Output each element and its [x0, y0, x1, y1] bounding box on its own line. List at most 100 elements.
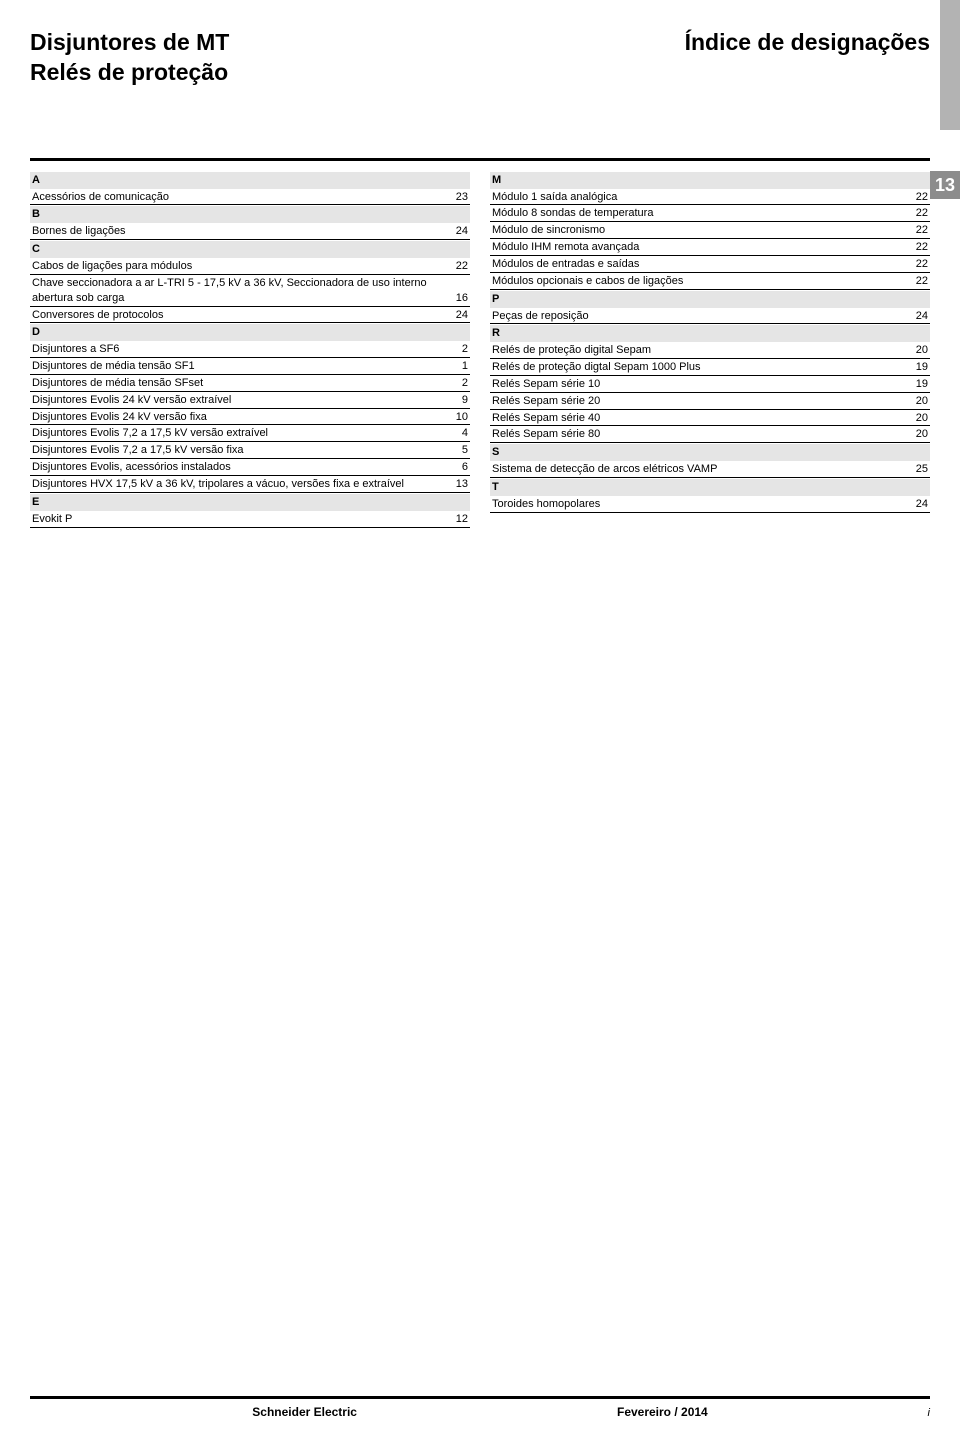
index-entry-label: Toroides homopolares	[492, 497, 908, 512]
index-entry: Disjuntores de média tensão SF1 1	[30, 358, 470, 375]
index-entry-label: Relés Sepam série 20	[492, 394, 908, 409]
title-right: Índice de designações	[685, 28, 930, 58]
index-entry: Disjuntores Evolis 24 kV versão fixa 10	[30, 409, 470, 426]
index-entry-page: 20	[916, 343, 928, 358]
index-entry-page: 22	[916, 257, 928, 272]
index-column-left: AAcessórios de comunicação23BBornes de l…	[30, 171, 470, 1396]
index-entry-page: 12	[456, 512, 468, 527]
index-entry: Módulo IHM remota avançada 22	[490, 239, 930, 256]
index-entry-label: Sistema de detecção de arcos elétricos V…	[492, 462, 908, 477]
index-entry-label: Disjuntores HVX 17,5 kV a 36 kV, tripola…	[32, 477, 448, 492]
index-entry: Acessórios de comunicação23	[30, 189, 470, 206]
index-entry-label: Bornes de ligações	[32, 224, 448, 239]
index-entry: Módulo 1 saída analógica 22	[490, 189, 930, 206]
index-entry-label: Disjuntores Evolis 7,2 a 17,5 kV versão …	[32, 426, 454, 441]
index-entry-page: 16	[456, 291, 468, 306]
index-entry: Chave seccionadora a ar L-TRI 5 - 17,5 k…	[30, 275, 470, 307]
index-entry-label: Módulos opcionais e cabos de ligações	[492, 274, 908, 289]
index-entry: Módulo de sincronismo 22	[490, 222, 930, 239]
index-entry-page: 4	[462, 426, 468, 441]
index-group-header: S	[490, 444, 930, 461]
index-entry-page: 22	[916, 240, 928, 255]
index-column-right: MMódulo 1 saída analógica22Módulo 8 sond…	[490, 171, 930, 1396]
index-entry-page: 6	[462, 460, 468, 475]
index-entry-label: Disjuntores de média tensão SF1	[32, 359, 454, 374]
index-group-header: M	[490, 172, 930, 189]
index-entry-page: 22	[456, 259, 468, 274]
title-line-2: Relés de proteção	[30, 58, 229, 88]
footer-brand: Schneider Electric	[252, 1405, 357, 1419]
index-entry-page: 24	[456, 224, 468, 239]
index-entry: Disjuntores HVX 17,5 kV a 36 kV, tripola…	[30, 476, 470, 493]
index-entry-label: Módulo de sincronismo	[492, 223, 908, 238]
index-entry-label: Módulos de entradas e saídas	[492, 257, 908, 272]
index-entry-label: Relés de proteção digtal Sepam 1000 Plus	[492, 360, 908, 375]
index-entry: Bornes de ligações 24	[30, 223, 470, 240]
index-entry-page: 10	[456, 410, 468, 425]
index-entry: Disjuntores Evolis, acessórios instalado…	[30, 459, 470, 476]
index-entry-page: 24	[916, 497, 928, 512]
title-left: Disjuntores de MT Relés de proteção	[30, 28, 229, 88]
top-edge-tab	[940, 0, 960, 130]
index-entry: Relés Sepam série 8020	[490, 426, 930, 443]
side-tab: 13	[930, 171, 960, 199]
header-rule	[30, 158, 930, 161]
index-entry-page: 22	[916, 190, 928, 205]
index-entry: Disjuntores Evolis 7,2 a 17,5 kV versão …	[30, 425, 470, 442]
index-entry: Disjuntores a SF62	[30, 341, 470, 358]
index-entry-label: Evokit P	[32, 512, 448, 527]
index-entry: Peças de reposição24	[490, 308, 930, 325]
index-entry-label: Relés Sepam série 80	[492, 427, 908, 442]
index-entry-label: Relés de proteção digital Sepam	[492, 343, 908, 358]
footer-date: Fevereiro / 2014	[617, 1405, 708, 1419]
index-entry-page: 22	[916, 274, 928, 289]
index-entry: Módulos opcionais e cabos de ligações 22	[490, 273, 930, 290]
index-entry: Módulos de entradas e saídas 22	[490, 256, 930, 273]
index-entry: Evokit P 12	[30, 511, 470, 528]
index-entry-label: Chave seccionadora a ar L-TRI 5 - 17,5 k…	[32, 276, 448, 306]
index-group-header: C	[30, 241, 470, 258]
index-entry: Sistema de detecção de arcos elétricos V…	[490, 461, 930, 478]
index-entry-label: Disjuntores de média tensão SFset	[32, 376, 454, 391]
index-entry-page: 22	[916, 206, 928, 221]
index-group-header: T	[490, 479, 930, 496]
index-entry-page: 23	[456, 190, 468, 205]
index-entry-label: Disjuntores Evolis 24 kV versão extraíve…	[32, 393, 454, 408]
index-entry-page: 1	[462, 359, 468, 374]
index-entry-page: 2	[462, 342, 468, 357]
index-entry-label: Conversores de protocolos	[32, 308, 448, 323]
index-entry: Disjuntores de média tensão SFset2	[30, 375, 470, 392]
index-entry-page: 9	[462, 393, 468, 408]
index-entry-page: 20	[916, 411, 928, 426]
index-entry-label: Relés Sepam série 40	[492, 411, 908, 426]
index-group-header: D	[30, 324, 470, 341]
index-entry-page: 19	[916, 377, 928, 392]
index-entry: Disjuntores Evolis 24 kV versão extraíve…	[30, 392, 470, 409]
index-group-header: A	[30, 172, 470, 189]
index-entry: Relés de proteção digtal Sepam 1000 Plus…	[490, 359, 930, 376]
index-entry-page: 5	[462, 443, 468, 458]
index-entry-page: 22	[916, 223, 928, 238]
index-entry: Disjuntores Evolis 7,2 a 17,5 kV versão …	[30, 442, 470, 459]
index-entry: Relés Sepam série 2020	[490, 393, 930, 410]
index-entry: Relés de proteção digital Sepam 20	[490, 342, 930, 359]
index-entry: Relés Sepam série 10 19	[490, 376, 930, 393]
index-group-header: E	[30, 494, 470, 511]
index-entry: Conversores de protocolos 24	[30, 307, 470, 324]
index-entry-page: 24	[456, 308, 468, 323]
index-entry-page: 24	[916, 309, 928, 324]
index-entry-label: Disjuntores Evolis 24 kV versão fixa	[32, 410, 448, 425]
title-line-1: Disjuntores de MT	[30, 28, 229, 58]
index-entry-page: 13	[456, 477, 468, 492]
index-entry-label: Relés Sepam série 10	[492, 377, 908, 392]
index-entry-label: Disjuntores Evolis 7,2 a 17,5 kV versão …	[32, 443, 454, 458]
index-entry-label: Módulo IHM remota avançada	[492, 240, 908, 255]
header-row: Disjuntores de MT Relés de proteção Índi…	[30, 28, 930, 88]
index-group-header: R	[490, 325, 930, 342]
index-entry: Relés Sepam série 40 20	[490, 410, 930, 427]
index-entry-label: Módulo 1 saída analógica	[492, 190, 908, 205]
page: Disjuntores de MT Relés de proteção Índi…	[0, 0, 960, 1439]
footer: Schneider Electric Fevereiro / 2014 i	[30, 1396, 930, 1439]
index-entry: Cabos de ligações para módulos22	[30, 258, 470, 275]
footer-page-num: i	[928, 1407, 930, 1419]
